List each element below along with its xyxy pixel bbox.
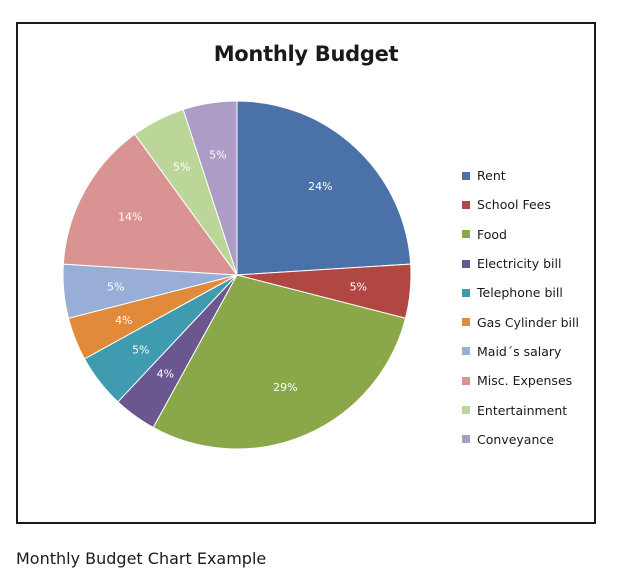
legend-swatch <box>462 259 470 268</box>
legend-label: Food <box>477 226 507 242</box>
pie-slice-7 <box>62 133 239 276</box>
legend-item: Maid´s salary <box>462 337 579 366</box>
chart-frame: Monthly Budget 24% 5% 29% 4% 5% 4% 5% 14% 5% 5% R… <box>16 22 596 524</box>
legend-label: Rent <box>477 168 506 184</box>
legend-label: Telephone bill <box>477 285 563 301</box>
legend-swatch <box>462 435 470 444</box>
pie-slice-label: 5% <box>209 149 226 162</box>
legend-swatch <box>462 347 470 356</box>
legend-label: School Fees <box>477 197 551 213</box>
legend-swatch <box>462 200 470 209</box>
pie-slice-label: 5% <box>107 281 124 294</box>
legend-label: Gas Cylinder bill <box>477 314 579 330</box>
legend-label: Misc. Expenses <box>477 373 573 389</box>
legend-item: Food <box>462 220 579 249</box>
legend-swatch <box>462 288 470 297</box>
pie-slice-label: 5% <box>173 161 190 174</box>
pie-slice-label: 5% <box>350 281 367 294</box>
legend-swatch <box>462 406 470 415</box>
legend-swatch <box>462 230 470 239</box>
legend-label: Conveyance <box>477 431 554 447</box>
legend-label: Maid´s salary <box>477 343 562 359</box>
pie-slice-2 <box>152 274 407 450</box>
legend-label: Entertainment <box>477 402 568 418</box>
legend-label: Electricity bill <box>477 256 562 272</box>
legend-item: Misc. Expenses <box>462 366 579 395</box>
legend-item: Rent <box>462 161 579 190</box>
legend-item: Telephone bill <box>462 278 579 307</box>
legend-item: Conveyance <box>462 425 579 454</box>
legend-swatch <box>462 376 470 385</box>
pie-slice-0 <box>236 100 412 276</box>
figure-caption: Monthly Budget Chart Example <box>16 549 267 568</box>
pie-slice-label: 5% <box>132 344 149 357</box>
pie-slice-label: 4% <box>157 368 174 381</box>
legend-swatch <box>462 318 470 327</box>
legend-item: Electricity bill <box>462 249 579 278</box>
pie-slice-label: 4% <box>115 314 132 327</box>
pie-slice-label: 29% <box>273 381 297 394</box>
legend-item: School Fees <box>462 190 579 219</box>
pie-slice-label: 14% <box>118 210 142 223</box>
chart-title: Monthly Budget <box>213 42 399 66</box>
pie-chart: 24% 5% 29% 4% 5% 4% 5% 14% 5% 5% <box>62 100 412 450</box>
legend-swatch <box>462 171 470 180</box>
legend-item: Gas Cylinder bill <box>462 307 579 336</box>
pie-slice-label: 24% <box>308 180 332 193</box>
pie-slice-9 <box>182 100 238 276</box>
chart-legend: Rent School Fees Food Electricity bill Telep… <box>462 161 579 454</box>
legend-item: Entertainment <box>462 395 579 424</box>
